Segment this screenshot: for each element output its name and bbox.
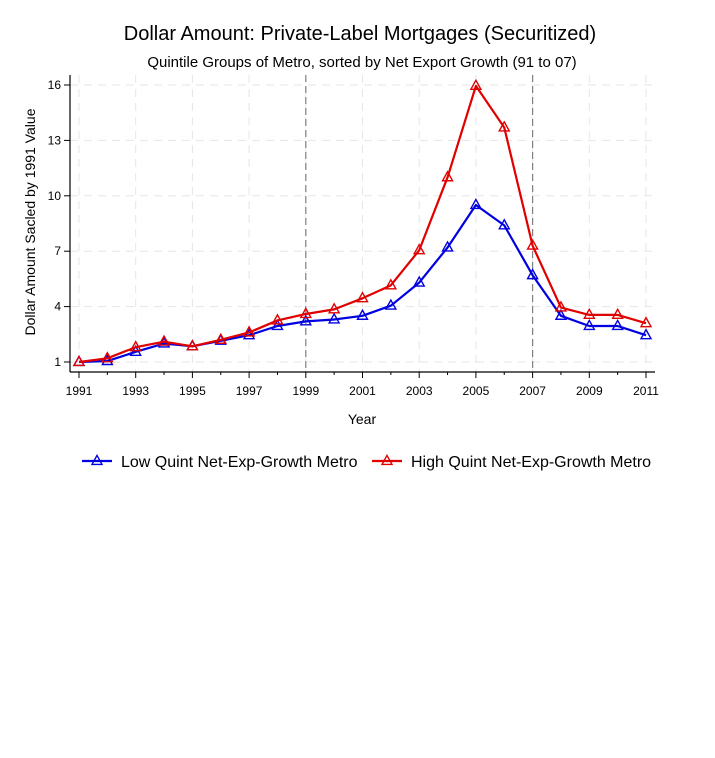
data-point-marker [639, 328, 653, 340]
y-tick-label: 10 [48, 189, 62, 203]
data-point-marker [101, 354, 114, 366]
chart-title: Dollar Amount: Private-Label Mortgages (… [124, 23, 596, 45]
data-point-marker [271, 313, 284, 325]
data-point-marker [157, 334, 171, 346]
data-point-marker [583, 318, 596, 331]
series-group [72, 198, 653, 367]
data-point-marker [611, 307, 624, 320]
series-lines [72, 78, 653, 367]
chart-subtitle: Quintile Groups of Metro, sorted by Net … [147, 54, 576, 71]
legend-label: Low Quint Net-Exp-Growth Metro [121, 454, 358, 471]
data-point-marker [469, 198, 483, 210]
data-point-marker [72, 354, 86, 367]
data-point-marker [299, 314, 312, 326]
data-point-marker [526, 268, 539, 280]
legend-item: Low Quint Net-Exp-Growth Metro [82, 453, 358, 471]
data-point-marker [554, 300, 568, 312]
reference-lines [305, 75, 534, 372]
legend: Low Quint Net-Exp-Growth Metro High Quint… [82, 453, 651, 471]
y-tick-label: 16 [48, 78, 62, 92]
x-tick-label: 2001 [349, 384, 376, 398]
data-point-marker [356, 291, 369, 303]
data-point-marker [384, 278, 398, 290]
data-point-marker [299, 306, 312, 319]
y-tick-label: 7 [54, 244, 61, 258]
x-tick-label: 1995 [179, 384, 206, 398]
series-line [78, 84, 647, 364]
legend-item: High Quint Net-Exp-Growth Metro [372, 453, 651, 471]
y-tick-label: 1 [54, 355, 61, 369]
data-point-marker [526, 238, 539, 250]
data-point-marker [413, 275, 426, 287]
x-tick-label: 2007 [519, 384, 546, 398]
y-axis-label: Dollar Amount Sacled by 1991 Value [22, 108, 38, 335]
data-point-marker [611, 318, 624, 331]
data-point-marker [384, 298, 398, 310]
data-point-marker [498, 218, 511, 230]
data-point-marker [498, 120, 511, 132]
series-group [72, 78, 653, 367]
data-point-marker [327, 312, 341, 324]
data-point-marker [639, 316, 653, 328]
y-tick-label: 13 [48, 133, 62, 147]
data-point-marker [469, 78, 483, 91]
data-point-marker [441, 170, 454, 182]
data-point-marker [413, 243, 426, 255]
x-tick-label: 1991 [66, 384, 93, 398]
data-point-marker [214, 332, 227, 344]
data-point-marker [101, 351, 114, 363]
legend-label: High Quint Net-Exp-Growth Metro [411, 454, 651, 471]
x-tick-label: 2011 [633, 384, 659, 398]
data-point-marker [129, 340, 142, 352]
x-tick-label: 2005 [463, 384, 490, 398]
data-point-marker [242, 325, 256, 337]
data-point-marker [554, 308, 568, 320]
y-tick-label: 4 [54, 300, 61, 314]
data-point-marker [186, 339, 199, 351]
x-tick-label: 2003 [406, 384, 433, 398]
x-tick-label: 1997 [236, 384, 263, 398]
data-point-marker [327, 302, 341, 314]
x-tick-label: 1999 [292, 384, 319, 398]
axes: 1 4 7 10 13 16 1991 1993 1995 1997 1999 2001 2003 200… [48, 75, 659, 398]
data-point-marker [271, 318, 284, 331]
legend-marker [380, 453, 394, 466]
x-tick-label: 1993 [122, 384, 149, 398]
x-tick-label: 2009 [576, 384, 603, 398]
data-point-marker [583, 307, 596, 320]
x-axis-label: Year [348, 411, 377, 427]
data-point-marker [356, 308, 369, 320]
series-line [78, 203, 647, 364]
grid-lines [70, 75, 655, 372]
data-point-marker [441, 240, 454, 252]
legend-marker [90, 453, 104, 466]
